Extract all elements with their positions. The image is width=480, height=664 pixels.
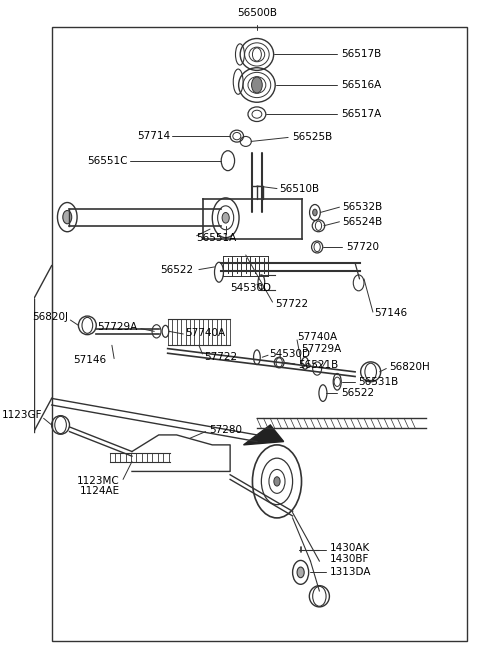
Text: 56521B: 56521B [298,360,338,371]
Text: 57722: 57722 [275,299,308,309]
Text: 54530D: 54530D [269,349,311,359]
Text: 56820J: 56820J [33,312,69,323]
Text: 56532B: 56532B [343,202,383,212]
Text: 56522: 56522 [341,388,374,398]
Text: 56524B: 56524B [343,216,383,227]
Text: 1124AE: 1124AE [80,486,120,497]
Text: 56551C: 56551C [87,155,128,166]
Circle shape [274,477,280,486]
Circle shape [297,567,304,578]
Text: 1123GF: 1123GF [1,410,42,420]
Text: 57729A: 57729A [97,322,137,333]
Text: 56531B: 56531B [359,376,399,387]
Text: 56820H: 56820H [389,361,430,372]
Text: 57146: 57146 [73,355,107,365]
Text: 56510B: 56510B [279,183,319,194]
Text: 1313DA: 1313DA [330,567,371,578]
Text: 57729A: 57729A [301,344,342,355]
Text: 1430AK: 1430AK [330,543,370,554]
Circle shape [63,210,72,224]
Text: 57146: 57146 [374,308,407,319]
Text: 54530D: 54530D [230,282,271,293]
Text: 56516A: 56516A [342,80,382,90]
Text: 56500B: 56500B [237,8,277,19]
Text: 56517B: 56517B [342,49,382,60]
Text: 57740A: 57740A [297,332,337,343]
Polygon shape [243,425,284,445]
Circle shape [222,212,229,223]
Text: 1430BF: 1430BF [330,554,369,564]
Text: 56551A: 56551A [197,232,237,243]
Text: 57740A: 57740A [185,328,226,339]
Text: 57714: 57714 [137,131,170,141]
Text: 57722: 57722 [204,351,238,362]
Text: 56517A: 56517A [342,109,382,120]
Text: 1123MC: 1123MC [77,476,120,487]
Circle shape [312,209,317,216]
Text: 57720: 57720 [346,242,379,252]
Text: 56522: 56522 [160,264,193,275]
Circle shape [252,77,262,93]
Text: 57280: 57280 [209,425,242,436]
Text: 56525B: 56525B [293,132,333,143]
